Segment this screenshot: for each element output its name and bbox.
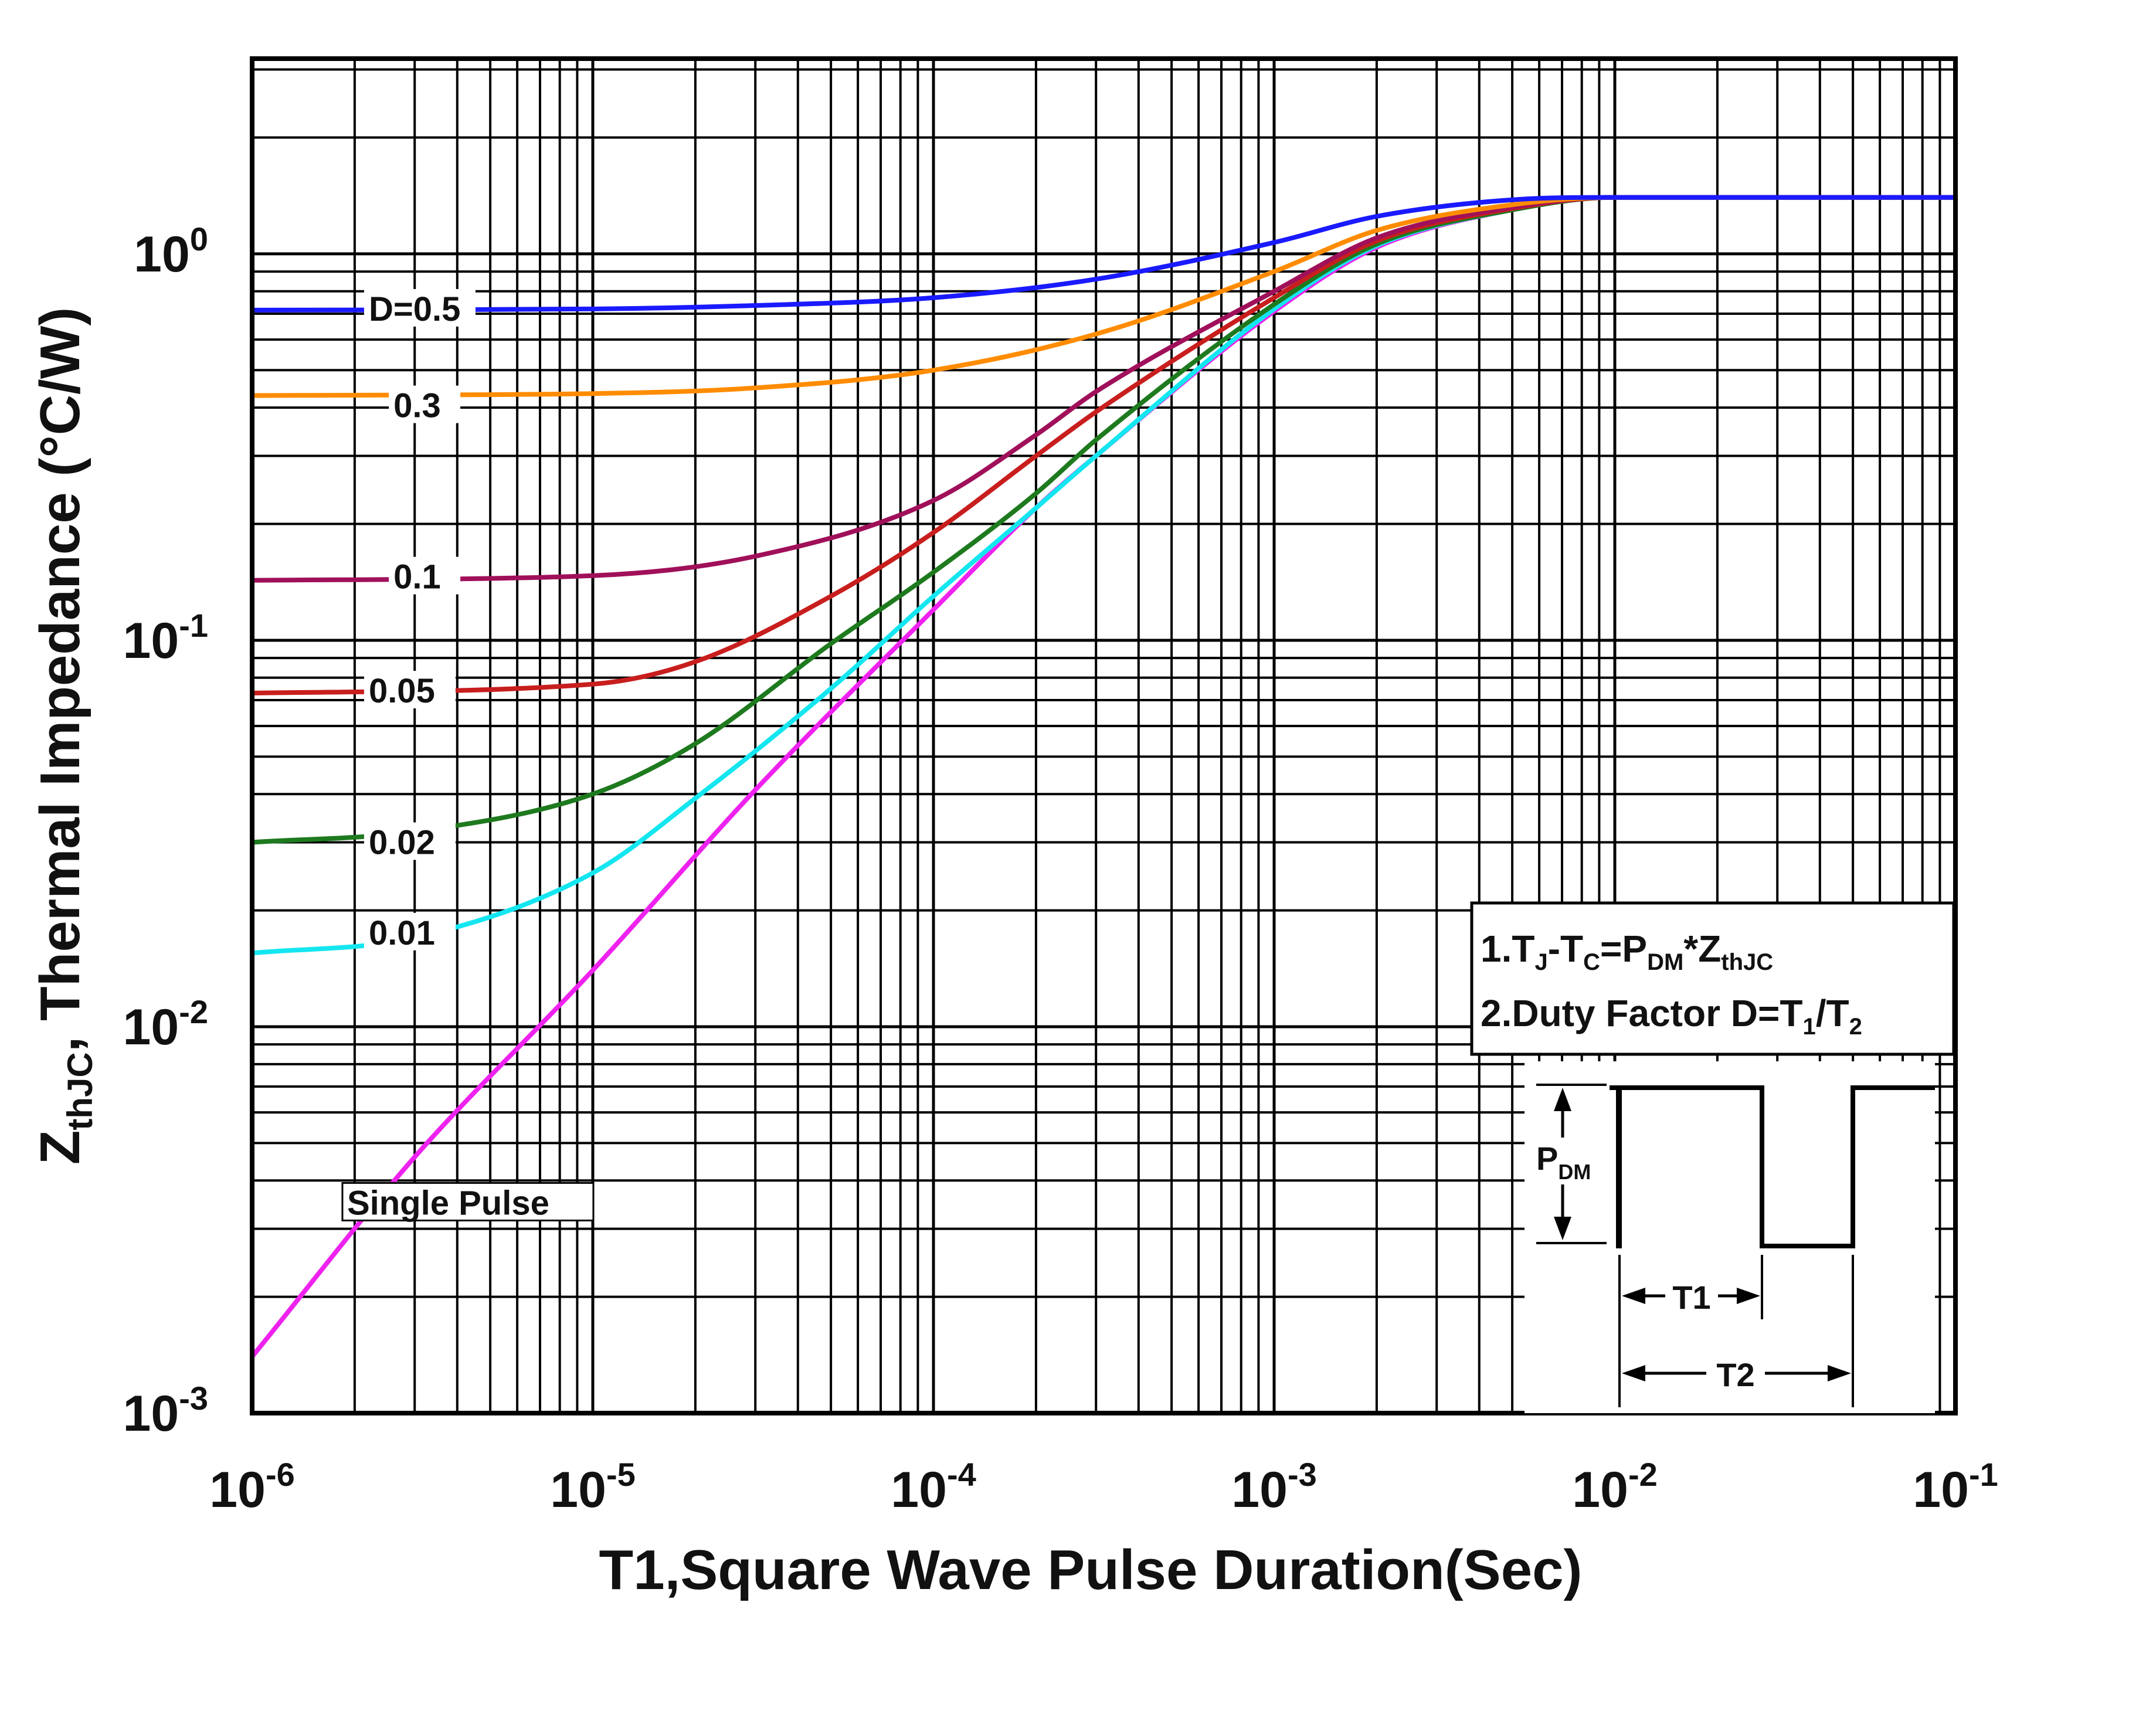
label-bg-single-pulse [341, 1182, 595, 1221]
t1-arrow-right [1737, 1288, 1760, 1304]
y-tick-label: 10-3 [123, 1380, 208, 1442]
curve-d-0-5 [250, 195, 1958, 313]
y-tick-label: 100 [134, 220, 208, 283]
label-d-0-5: D=0.5 [369, 290, 460, 328]
x-tick-label: 10-2 [1572, 1456, 1657, 1518]
pdm-label-sub: DM [1558, 1160, 1591, 1184]
label-bg-0-1 [389, 556, 461, 595]
pdm-label-main: P [1536, 1140, 1558, 1177]
y-axis-title-rest: , Thermal Impedance (°C/W) [29, 307, 91, 1053]
y-axis-title: ZthJC, Thermal Impedance (°C/W) [29, 307, 100, 1165]
curve-labels: D=0.5 0.3 0.1 0.05 0.02 0.01 Single Pulse [341, 288, 595, 1222]
pdm-arrow-up [1554, 1088, 1571, 1111]
y-axis-title-sub: thJC [60, 1052, 100, 1130]
x-tick-label: 10-3 [1231, 1456, 1316, 1518]
label-bg-0-02 [364, 822, 456, 860]
note1-part-3: C [1583, 949, 1600, 975]
notes-box [1470, 901, 1955, 1056]
tick-labels: 10-6 10-5 10-4 10-3 10-2 10-1 100 10-1 10-2 10-3 [123, 220, 1998, 1518]
label-single-pulse: Single Pulse [347, 1184, 549, 1222]
label-0-3: 0.3 [393, 387, 441, 425]
y-tick-label: 10-1 [123, 607, 208, 669]
label-bg-d-0-5 [364, 288, 476, 327]
note1-part-2: -T [1548, 928, 1583, 970]
pulse-waveform [1610, 1085, 1935, 1248]
note1-part-4: =P [1600, 928, 1647, 970]
note2-part-2: /T [1816, 992, 1849, 1034]
note-line-2: 2.Duty Factor D=T1/T2 [1481, 992, 1862, 1040]
y-tick-label: 10-2 [123, 993, 208, 1055]
t2-arrow-left [1622, 1365, 1645, 1381]
pdm-arrow-down [1554, 1217, 1571, 1240]
pdm-label: PDM [1536, 1140, 1591, 1184]
pdm-label-bg [1535, 1138, 1605, 1184]
x-tick-label: 10-6 [209, 1456, 294, 1518]
note-line-1: 1.TJ-TC=PDM*ZthJC [1481, 928, 1773, 975]
note1-part-1: J [1534, 949, 1547, 975]
t2-arrow-right [1828, 1365, 1851, 1381]
label-bg-0-01 [364, 912, 456, 950]
t1-label: T1 [1672, 1279, 1710, 1316]
y-axis-title-main: Z [29, 1131, 91, 1165]
t1-label-bg [1665, 1275, 1718, 1316]
note1-part-5: DM [1647, 949, 1683, 975]
note1-part-0: 1.T [1481, 928, 1534, 970]
label-bg-0-05 [364, 671, 456, 709]
label-0-01: 0.01 [369, 914, 435, 952]
x-tick-label: 10-4 [891, 1456, 976, 1518]
note2-part-0: 2.Duty Factor D=T [1481, 992, 1802, 1034]
label-bg-0-3 [389, 385, 461, 423]
label-0-05: 0.05 [369, 672, 435, 710]
note2-part-3: 2 [1849, 1014, 1862, 1040]
note1-part-7: thJC [1721, 949, 1773, 975]
x-axis-title: T1,Square Wave Pulse Duration(Sec) [599, 1539, 1583, 1601]
t1-arrow-left [1622, 1288, 1645, 1304]
curves [250, 195, 1958, 1359]
x-tick-label: 10-1 [1913, 1456, 1998, 1518]
plot-frame [250, 56, 1958, 1415]
note2-part-1: 1 [1802, 1014, 1815, 1040]
label-0-1: 0.1 [393, 558, 441, 596]
t2-label: T2 [1716, 1356, 1754, 1393]
pulse-diagram: PDM T1 T2 [1525, 1061, 1935, 1413]
t2-label-bg [1706, 1352, 1765, 1393]
note1-part-6: *Z [1683, 928, 1721, 970]
label-0-02: 0.02 [369, 824, 435, 862]
x-tick-label: 10-5 [550, 1456, 635, 1518]
